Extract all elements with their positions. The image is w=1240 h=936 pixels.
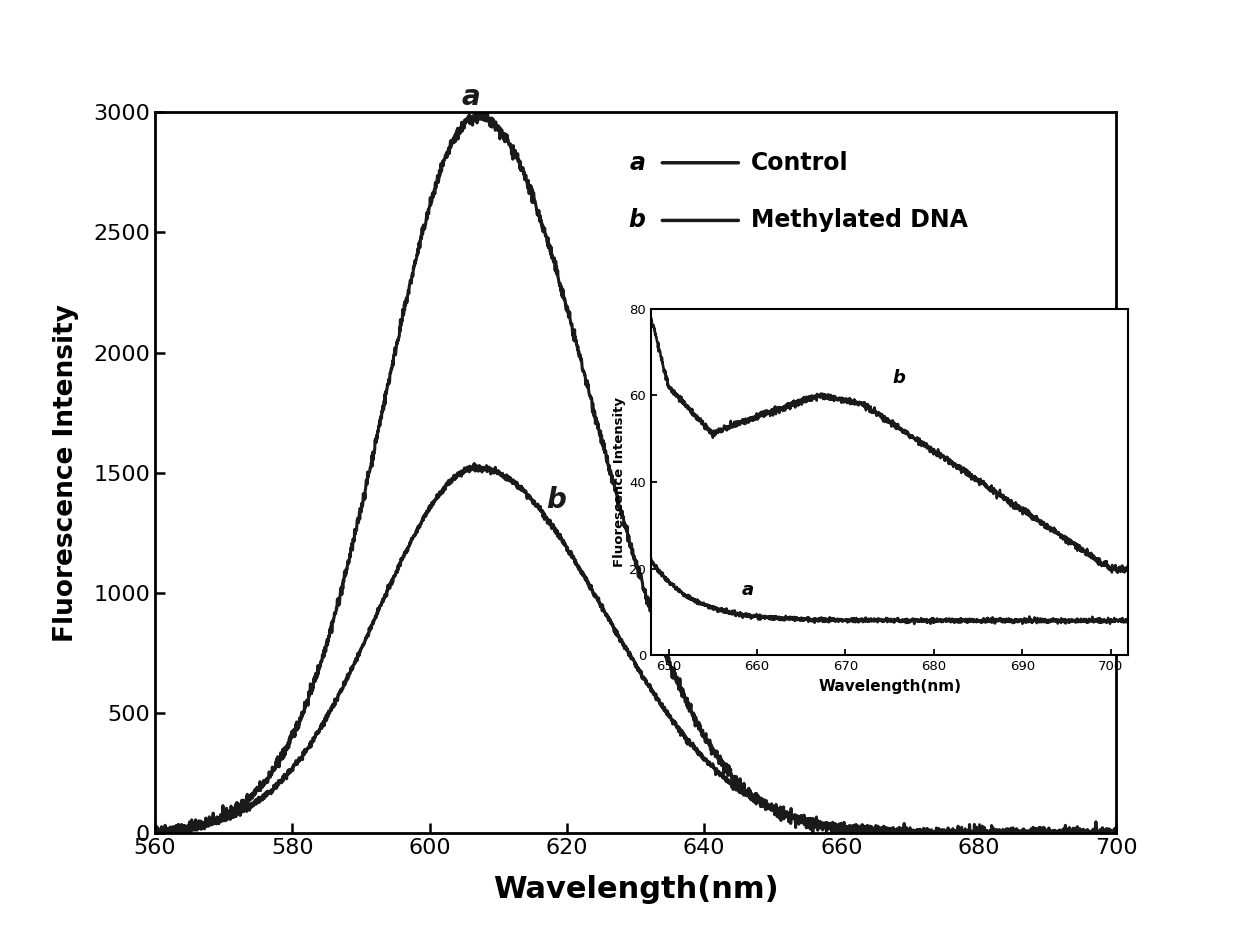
Text: b: b xyxy=(629,209,645,232)
Text: b: b xyxy=(547,486,567,514)
Text: a: a xyxy=(743,581,754,599)
Y-axis label: Fluorescence Intensity: Fluorescence Intensity xyxy=(53,303,79,642)
Text: a: a xyxy=(629,151,645,175)
X-axis label: Wavelength(nm): Wavelength(nm) xyxy=(818,679,961,694)
Text: Control: Control xyxy=(751,151,848,175)
Y-axis label: Fluorescence Intensity: Fluorescence Intensity xyxy=(614,397,626,567)
X-axis label: Wavelength(nm): Wavelength(nm) xyxy=(492,874,779,903)
Text: b: b xyxy=(892,369,905,387)
Text: Methylated DNA: Methylated DNA xyxy=(751,209,967,232)
Text: a: a xyxy=(461,83,480,111)
